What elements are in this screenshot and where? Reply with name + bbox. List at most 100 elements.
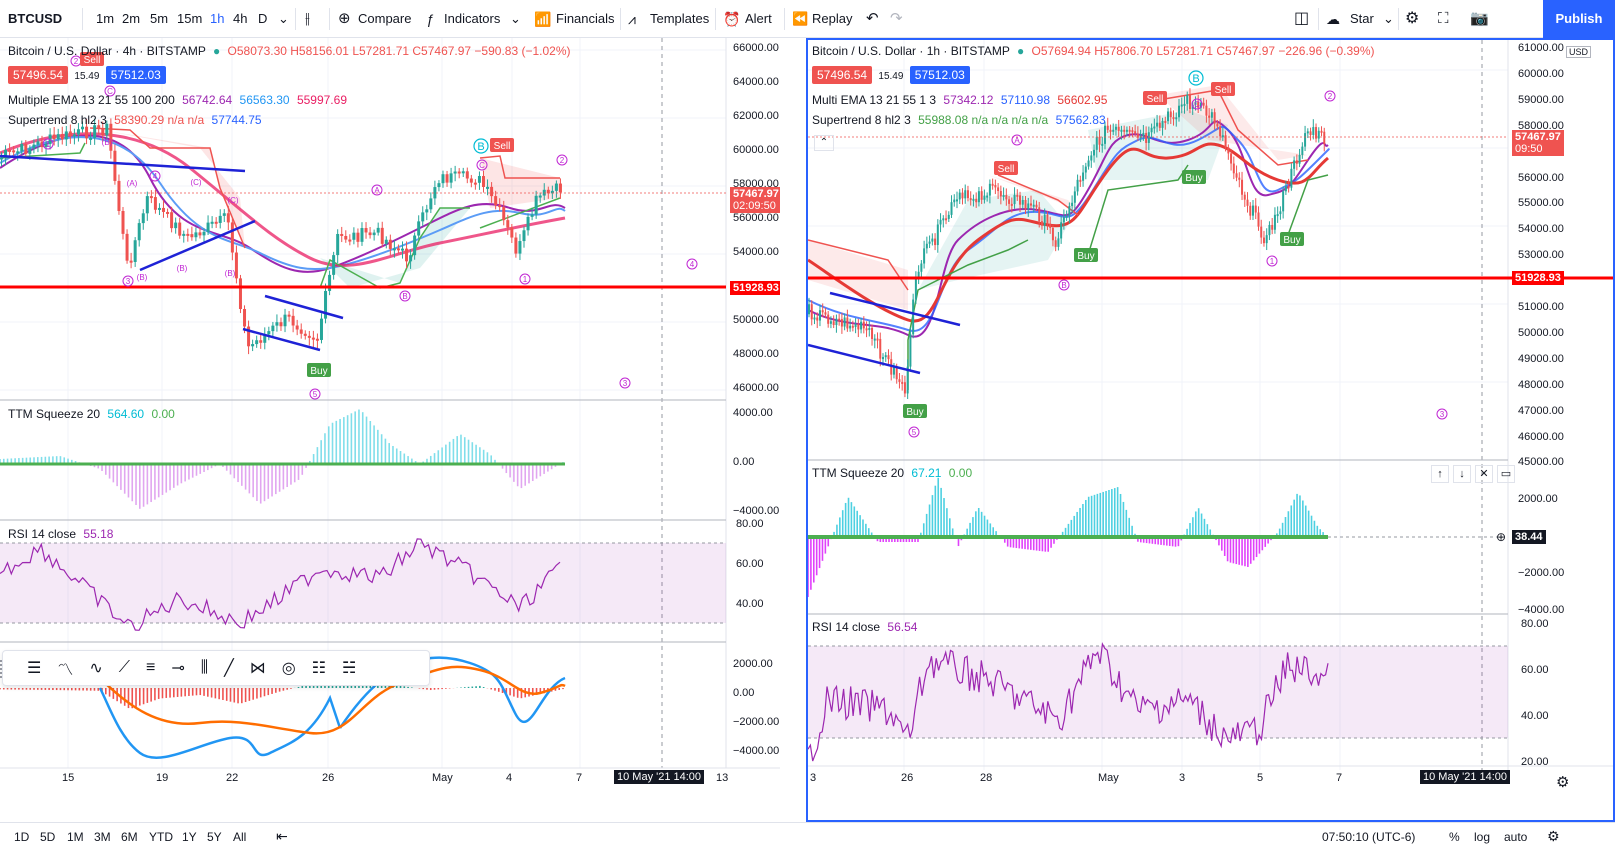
drawing-tool-path-icon[interactable]: ⟋ [118,659,130,676]
svg-text:1: 1 [1270,257,1275,266]
drawing-tool-hline-icon[interactable]: ⊸ [171,660,185,677]
drawing-tool-wave-icon[interactable]: 〽 [57,662,74,679]
goto-date-icon[interactable]: ⇤ [276,828,288,844]
ttm-value-1: 67.21 [911,466,942,480]
drawing-toolbar-drag-handle-icon[interactable] [0,660,4,678]
settings-gear-icon[interactable]: ⚙ [1547,828,1560,844]
buy-signal: Buy [1182,170,1206,184]
interval-4h[interactable]: 4h [233,11,248,26]
auto-toggle[interactable]: auto [1504,830,1528,844]
price-tick-label: 80.00 [736,518,764,530]
range-5d[interactable]: 5D [40,830,56,844]
publish-button[interactable]: Publish [1543,0,1615,38]
compare-button[interactable]: Compare [358,11,412,26]
maximize-pane-icon[interactable]: ▭ [1497,465,1515,483]
indicators-fx-icon[interactable]: ƒ [426,11,434,27]
bid-price[interactable]: 57496.54 [8,66,69,84]
ttm-legend-left[interactable]: TTM Squeeze 20 564.60 0.00 [8,407,175,421]
sell-signal: Sell [1143,91,1167,105]
drawing-tool-bars-icon[interactable]: ⫼ [200,659,209,676]
percent-toggle[interactable]: % [1449,830,1460,844]
range-6m[interactable]: 6M [121,830,138,844]
drawing-tool-lines-icon[interactable]: ☰ [27,660,42,677]
interval-d[interactable]: D [258,11,268,26]
range-1m[interactable]: 1M [67,830,84,844]
templates-icon[interactable]: ⩘ [628,11,636,27]
alert-button[interactable]: Alert [745,11,772,26]
ask-price[interactable]: 57512.03 [105,66,166,84]
ema-value-1: 57342.12 [943,93,994,107]
range-all[interactable]: All [233,830,247,844]
fullscreen-icon[interactable]: ⛶ [1438,10,1449,27]
settings-gear-icon[interactable]: ⚙ [1405,10,1420,27]
close-pane-icon[interactable]: ✕ [1475,465,1493,483]
indicators-chevron-icon[interactable]: ⌄ [510,11,521,26]
interval-dropdown-chevron-icon[interactable]: ⌄ [278,11,289,26]
move-up-arrow-icon[interactable]: ↑ [1431,465,1449,483]
drawing-tool-trendline-icon[interactable]: ╱ [224,660,234,677]
drawing-tool-cycle-icon[interactable]: ◎ [281,660,296,677]
templates-button[interactable]: Templates [650,11,710,26]
collapse-legend-chevron-icon[interactable]: ⌃ [814,135,834,151]
redo-icon[interactable]: ↷ [890,10,903,27]
ema-55-line [0,132,566,267]
chart-canvas-right[interactable]: A B 1 2 3 5 C B Buy Buy Buy Buy Sell Sell Sell [808,40,1613,820]
crosshair-plus-icon[interactable]: ⊕ [1496,530,1507,544]
layout-icon[interactable]: ◫ [1294,10,1310,27]
chart-canvas-left[interactable]: 1 4 3 5 A B 1 2 4 3 2 C (B) (C) (B) (B) (C) (A) (B) B C B… [0,38,780,822]
replay-button[interactable]: Replay [812,11,853,26]
drawing-toolbar[interactable]: ☰ 〽 ∿ ⟋ ≡ ⊸ ⫼ ╱ ⋈ ◎ ☷ ☵ [2,650,430,686]
interval-5m[interactable]: 5m [150,11,169,26]
symbol-search[interactable]: BTCUSD [8,11,63,26]
ask-price[interactable]: 57512.03 [909,66,970,84]
ema-legend-right[interactable]: Multi EMA 13 21 55 1 3 57342.12 57110.98… [812,93,1107,107]
rsi-legend-left[interactable]: RSI 14 close 55.18 [8,527,113,541]
range-5y[interactable]: 5Y [207,830,222,844]
price-tick-label: 46000.00 [1518,430,1564,443]
interval-2m[interactable]: 2m [122,11,141,26]
drawing-tool-fib-icon[interactable]: ≡ [145,659,156,676]
undo-icon[interactable]: ↶ [866,10,879,27]
range-3m[interactable]: 3M [94,830,111,844]
chart-pane-right[interactable]: A B 1 2 3 5 C B Buy Buy Buy Buy Sell Sell Sell… [806,38,1615,822]
star-button[interactable]: Star [1350,11,1374,26]
camera-icon[interactable]: 📷 [1470,10,1489,27]
star-chevron-icon[interactable]: ⌄ [1383,11,1394,26]
clock[interactable]: 07:50:10 (UTC-6) [1322,830,1416,844]
ttm-legend-right[interactable]: TTM Squeeze 20 67.21 0.00 [812,466,972,480]
currency-label[interactable]: USD [1566,46,1592,58]
log-toggle[interactable]: log [1474,830,1491,844]
drawing-tool-abc-icon[interactable]: ∿ [89,660,103,677]
range-1y[interactable]: 1Y [182,830,197,844]
drawing-tool-settings-icon[interactable]: ☵ [342,660,357,677]
indicators-button[interactable]: Indicators [444,11,501,26]
drawing-tool-channel-icon[interactable]: ☷ [311,660,327,677]
supertrend-legend-right[interactable]: Supertrend 8 hl2 3 55988.08 n/a n/a n/a … [812,113,1106,127]
bid-price[interactable]: 57496.54 [812,66,873,84]
drawing-tool-pattern-icon[interactable]: ⋈ [249,660,266,677]
sell-signal: Sell [80,52,104,66]
alert-clock-icon[interactable]: ⏰ [723,11,741,27]
interval-15m[interactable]: 15m [177,11,203,26]
chart-pane-left[interactable]: 1 4 3 5 A B 1 2 4 3 2 C (B) (C) (B) (B) (C) (A) (B) B C B… [0,38,780,822]
bid-ask-left: 57496.54 15.49 57512.03 [8,66,166,84]
range-1d[interactable]: 1D [14,830,30,844]
svg-text:Sell: Sell [998,164,1015,175]
compare-plus-icon[interactable]: ⊕ [338,10,351,27]
move-down-arrow-icon[interactable]: ↓ [1453,465,1471,483]
range-ytd[interactable]: YTD [149,830,173,844]
rsi-legend-right[interactable]: RSI 14 close 56.54 [812,620,917,634]
bar-style-icon[interactable]: ⫲ [305,10,310,27]
financials-button[interactable]: Financials [556,11,615,26]
ttm-value-2: 0.00 [151,407,175,421]
candles-left [0,118,562,355]
interval-1h[interactable]: 1h [210,11,225,26]
supertrend-legend-left[interactable]: Supertrend 8 hl2 3 58390.29 n/a n/a 5774… [8,113,262,127]
financials-chart-icon[interactable]: 📶 [534,11,552,27]
pane-controls: ↑ ↓ ✕ ▭ [1431,465,1515,483]
interval-1m[interactable]: 1m [96,11,115,26]
chart-settings-gear-icon[interactable]: ⚙ [1556,774,1570,791]
ema-legend-left[interactable]: Multiple EMA 13 21 55 100 200 56742.64 5… [8,93,347,107]
cloud-icon[interactable]: ☁ [1326,11,1340,27]
replay-rewind-icon[interactable]: ⏪ [792,11,809,26]
